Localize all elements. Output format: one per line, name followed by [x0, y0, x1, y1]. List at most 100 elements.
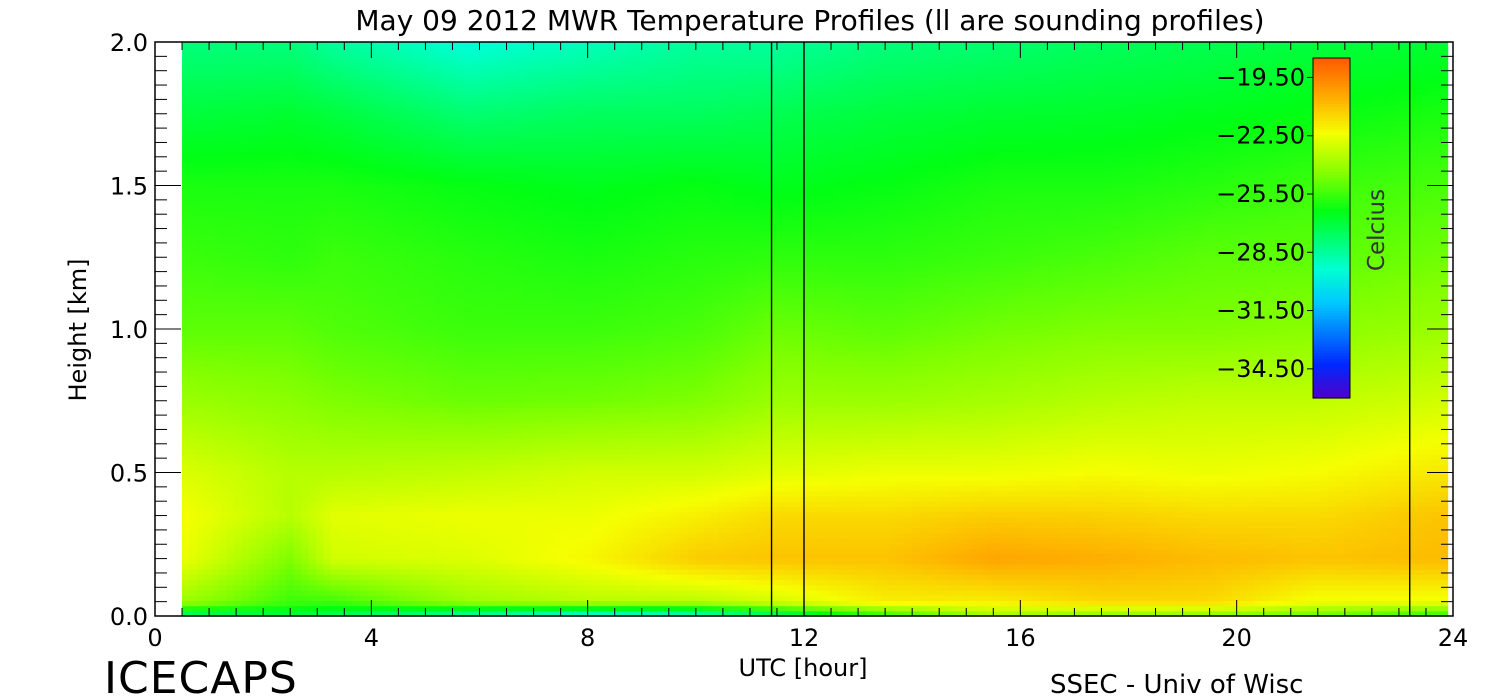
- heatmap-cell: [1030, 495, 1039, 502]
- heatmap-cell: [345, 511, 354, 518]
- heatmap-cell: [1172, 527, 1181, 534]
- heatmap-cell: [1120, 490, 1129, 497]
- heatmap-cell: [1082, 511, 1091, 518]
- heatmap-cell: [1008, 574, 1017, 581]
- heatmap-cell: [725, 579, 734, 586]
- heatmap-cell: [502, 475, 511, 481]
- heatmap-cell: [219, 600, 228, 607]
- heatmap-cell: [502, 480, 511, 487]
- heatmap-cell: [665, 464, 674, 471]
- heatmap-cell: [1231, 511, 1240, 518]
- heatmap-cell: [375, 537, 384, 544]
- heatmap-cell: [442, 459, 451, 466]
- heatmap-cell: [524, 579, 533, 586]
- heatmap-cell: [196, 605, 205, 612]
- heatmap-cell: [1380, 542, 1389, 549]
- heatmap-cell: [1060, 522, 1069, 528]
- heatmap-cell: [316, 516, 325, 523]
- heatmap-cell: [1053, 469, 1062, 476]
- heatmap-cell: [226, 501, 235, 508]
- heatmap-cell: [971, 589, 980, 596]
- heatmap-cell: [1053, 527, 1062, 534]
- heatmap-cell: [1380, 469, 1389, 476]
- heatmap-cell: [1291, 584, 1300, 591]
- heatmap-cell: [286, 495, 295, 502]
- heatmap-cell: [368, 480, 377, 487]
- heatmap-cell: [755, 527, 764, 534]
- heatmap-cell: [1090, 464, 1099, 471]
- heatmap-cell: [286, 600, 295, 607]
- heatmap-cell: [502, 495, 511, 502]
- heatmap-cell: [1209, 584, 1218, 591]
- heatmap-cell: [1090, 600, 1099, 607]
- heatmap-cell: [1127, 542, 1136, 549]
- heatmap-cell: [196, 595, 205, 601]
- heatmap-cell: [1313, 475, 1322, 481]
- heatmap-cell: [1082, 605, 1091, 612]
- heatmap-cell: [792, 553, 801, 560]
- heatmap-cell: [822, 475, 831, 481]
- heatmap-cell: [531, 490, 540, 497]
- heatmap-cell: [1201, 605, 1210, 612]
- heatmap-cell: [561, 569, 570, 575]
- heatmap-cell: [643, 574, 652, 581]
- heatmap-cell: [1276, 469, 1285, 476]
- heatmap-cell: [576, 553, 585, 560]
- heatmap-cell: [889, 527, 898, 534]
- heatmap-cell: [1030, 579, 1039, 586]
- heatmap-cell: [1402, 553, 1411, 560]
- heatmap-cell: [1432, 579, 1441, 586]
- heatmap-cell: [792, 480, 801, 487]
- heatmap-cell: [383, 553, 392, 560]
- heatmap-cell: [1417, 522, 1426, 528]
- heatmap-cell: [1112, 522, 1121, 528]
- heatmap-cell: [1291, 553, 1300, 560]
- heatmap-cell: [986, 595, 995, 601]
- heatmap-cell: [390, 516, 399, 523]
- heatmap-cell: [695, 490, 704, 497]
- heatmap-cell: [502, 563, 511, 570]
- heatmap-cell: [710, 475, 719, 481]
- heatmap-cell: [591, 595, 600, 601]
- heatmap-cell: [1365, 542, 1374, 549]
- heatmap-cell: [1149, 532, 1158, 539]
- heatmap-cell: [591, 558, 600, 565]
- heatmap-cell: [621, 610, 630, 617]
- heatmap-cell: [330, 589, 339, 596]
- heatmap-cell: [695, 516, 704, 523]
- heatmap-cell: [1417, 553, 1426, 560]
- heatmap-cell: [472, 469, 481, 476]
- heatmap-cell: [494, 563, 503, 570]
- heatmap-cell: [1149, 480, 1158, 487]
- heatmap-cell: [435, 511, 444, 518]
- heatmap-cell: [1276, 610, 1285, 617]
- heatmap-cell: [412, 516, 421, 523]
- heatmap-cell: [427, 490, 436, 497]
- heatmap-cell: [375, 558, 384, 565]
- heatmap-cell: [1373, 569, 1382, 575]
- heatmap-cell: [1112, 516, 1121, 523]
- heatmap-cell: [1224, 527, 1233, 534]
- heatmap-cell: [904, 511, 913, 518]
- heatmap-cell: [1112, 542, 1121, 549]
- heatmap-cell: [904, 475, 913, 481]
- heatmap-cell: [502, 579, 511, 586]
- heatmap-cell: [933, 511, 942, 518]
- heatmap-cell: [986, 584, 995, 591]
- heatmap-cell: [457, 589, 466, 596]
- heatmap-cell: [829, 574, 838, 581]
- heatmap-cell: [338, 506, 347, 513]
- heatmap-cell: [718, 610, 727, 617]
- heatmap-cell: [487, 589, 496, 596]
- heatmap-cell: [554, 600, 563, 607]
- heatmap-cell: [241, 506, 250, 513]
- heatmap-cell: [1082, 485, 1091, 492]
- heatmap-cell: [1276, 553, 1285, 560]
- heatmap-cell: [956, 584, 965, 591]
- heatmap-cell: [241, 595, 250, 601]
- heatmap-cell: [1268, 605, 1277, 612]
- heatmap-cell: [249, 584, 258, 591]
- heatmap-cell: [807, 522, 816, 528]
- heatmap-cell: [502, 459, 511, 466]
- heatmap-cell: [1246, 485, 1255, 492]
